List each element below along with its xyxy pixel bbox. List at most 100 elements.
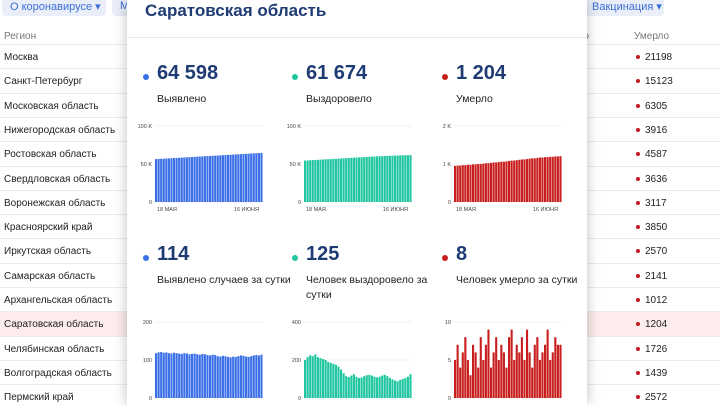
bar[interactable] (347, 158, 350, 202)
bar[interactable] (322, 359, 325, 398)
bar[interactable] (523, 159, 526, 202)
bar[interactable] (352, 374, 355, 398)
bar[interactable] (386, 155, 389, 202)
bar[interactable] (191, 353, 194, 398)
bar[interactable] (175, 353, 178, 398)
bar[interactable] (311, 160, 314, 202)
bar[interactable] (373, 156, 376, 202)
bar[interactable] (518, 159, 521, 202)
bar[interactable] (495, 337, 498, 398)
bar[interactable] (500, 161, 503, 202)
bar[interactable] (360, 377, 363, 398)
bar[interactable] (245, 356, 248, 398)
bar[interactable] (526, 159, 529, 202)
bar[interactable] (464, 165, 467, 202)
bar[interactable] (363, 376, 366, 398)
bar[interactable] (316, 159, 319, 202)
bar[interactable] (388, 155, 391, 202)
bar[interactable] (193, 156, 196, 202)
bar[interactable] (554, 156, 557, 202)
bar[interactable] (214, 155, 217, 202)
bar[interactable] (245, 153, 248, 202)
bar[interactable] (175, 157, 178, 202)
bar[interactable] (391, 379, 394, 398)
bar[interactable] (523, 360, 526, 398)
bar[interactable] (170, 353, 173, 398)
bar[interactable] (520, 159, 523, 202)
bar[interactable] (232, 154, 235, 202)
bar[interactable] (239, 154, 242, 202)
bar[interactable] (544, 157, 547, 202)
bar[interactable] (466, 164, 469, 202)
bar[interactable] (309, 355, 312, 398)
bar[interactable] (188, 354, 191, 398)
bar[interactable] (515, 344, 518, 398)
bar[interactable] (399, 155, 402, 202)
bar[interactable] (386, 376, 389, 398)
bar[interactable] (556, 156, 559, 202)
bar[interactable] (399, 379, 402, 398)
bar[interactable] (180, 157, 183, 202)
bar[interactable] (479, 164, 482, 202)
bar[interactable] (404, 378, 407, 398)
bar[interactable] (472, 344, 475, 398)
bar[interactable] (549, 156, 552, 202)
bar[interactable] (221, 155, 224, 202)
bar[interactable] (227, 154, 230, 202)
bar[interactable] (559, 344, 562, 398)
bar[interactable] (365, 156, 368, 202)
bar[interactable] (324, 159, 327, 202)
bar[interactable] (178, 157, 181, 202)
bar[interactable] (497, 360, 500, 398)
bar[interactable] (378, 376, 381, 398)
filter-coronavirus[interactable]: О коронавирусе ▾ (2, 0, 106, 16)
bar[interactable] (211, 155, 214, 202)
bar[interactable] (538, 360, 541, 398)
bar[interactable] (401, 155, 404, 202)
bar[interactable] (327, 361, 330, 398)
bar[interactable] (188, 157, 191, 202)
bar[interactable] (198, 156, 201, 202)
bar[interactable] (165, 352, 168, 398)
bar[interactable] (314, 159, 317, 202)
bar[interactable] (334, 364, 337, 398)
bar[interactable] (224, 155, 227, 202)
bar[interactable] (469, 375, 472, 398)
bar[interactable] (541, 157, 544, 202)
bar[interactable] (306, 160, 309, 202)
bar[interactable] (345, 158, 348, 202)
bar[interactable] (257, 153, 260, 202)
bar[interactable] (155, 353, 158, 398)
bar[interactable] (406, 155, 409, 202)
bar[interactable] (206, 355, 209, 398)
bar[interactable] (474, 164, 477, 202)
bar[interactable] (487, 329, 490, 398)
bar[interactable] (510, 329, 513, 398)
bar[interactable] (376, 156, 379, 202)
col-region[interactable]: Регион (4, 31, 37, 42)
bar[interactable] (551, 352, 554, 398)
bar[interactable] (559, 156, 562, 202)
bar[interactable] (363, 157, 366, 202)
bar[interactable] (237, 356, 240, 398)
bar[interactable] (324, 360, 327, 398)
bar[interactable] (502, 352, 505, 398)
bar[interactable] (232, 356, 235, 398)
bar[interactable] (252, 355, 255, 398)
bar[interactable] (531, 158, 534, 202)
bar[interactable] (502, 161, 505, 202)
bar[interactable] (229, 154, 232, 202)
bar[interactable] (459, 165, 462, 202)
bar[interactable] (355, 157, 358, 202)
bar[interactable] (203, 354, 206, 398)
bar[interactable] (183, 353, 186, 398)
bar[interactable] (247, 153, 250, 202)
bar[interactable] (536, 337, 539, 398)
bar[interactable] (203, 156, 206, 202)
bar[interactable] (206, 156, 209, 202)
bar[interactable] (332, 158, 335, 202)
bar[interactable] (221, 355, 224, 398)
bar[interactable] (505, 367, 508, 398)
bar[interactable] (198, 354, 201, 398)
bar[interactable] (337, 366, 340, 398)
